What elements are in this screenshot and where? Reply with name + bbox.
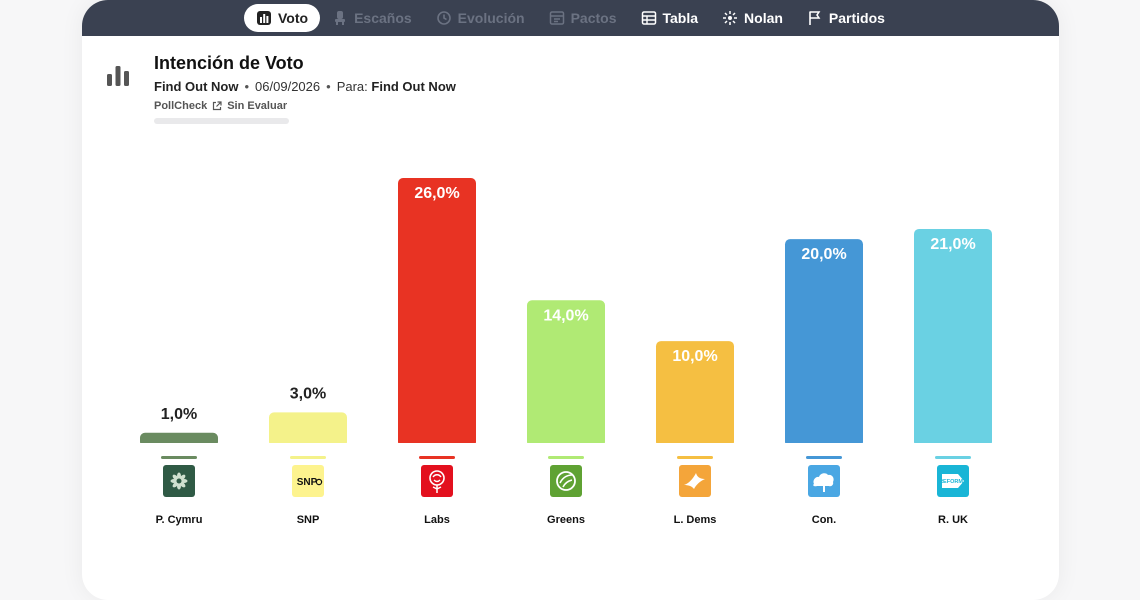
bar-value-label: 10,0%	[672, 348, 717, 365]
tab-nolan[interactable]: Nolan	[710, 4, 795, 32]
poll-date: 06/09/2026	[255, 79, 321, 94]
tab-evolucion: Evolución	[424, 4, 537, 32]
poll-meta: Find Out Now • 06/09/2026 • Para: Find Out N…	[154, 79, 456, 94]
snp-logo: SNP	[292, 465, 324, 497]
tab-label: Pactos	[570, 10, 617, 26]
tab-label: Escaños	[354, 10, 412, 26]
plaid-cymru-logo	[163, 465, 195, 497]
poll-card: Voto Escaños Evolución Pactos Tabla Nolan Part…	[82, 0, 1059, 600]
loading-skeleton	[154, 118, 289, 124]
tab-escanos: Escaños	[320, 4, 424, 32]
party-color-line	[677, 456, 713, 459]
party-name-labs[interactable]: Labs	[424, 514, 450, 526]
chair-icon	[335, 11, 346, 25]
bar-value-label: 14,0%	[543, 307, 588, 324]
party-color-line	[161, 456, 197, 459]
svg-text:SNP: SNP	[297, 477, 318, 488]
bar-snp[interactable]	[269, 412, 347, 447]
flag-icon	[809, 11, 821, 25]
bar-chart-header-icon	[107, 66, 129, 86]
nolan-icon	[723, 11, 738, 25]
bar-base-mask	[398, 443, 476, 449]
para-label: Para:	[336, 79, 368, 94]
bar-greens[interactable]	[527, 300, 605, 447]
bar-value-label: 1,0%	[161, 406, 197, 423]
tab-label: Partidos	[828, 10, 885, 26]
svg-text:REFORM: REFORM	[939, 479, 963, 485]
party-name-greens[interactable]: Greens	[547, 514, 585, 526]
bar-base-mask	[527, 443, 605, 449]
tab-voto[interactable]: Voto	[244, 4, 321, 32]
vote-intention-bar-chart: 1,0% P. Cymru 3,0% SNP SNP 26,0% Labs 14,0% Gree…	[140, 178, 992, 526]
bar-chart-icon	[257, 11, 271, 25]
tab-pactos: Pactos	[537, 4, 629, 32]
bar-value-label: 20,0%	[801, 246, 846, 263]
lib-dems-bird-logo	[679, 465, 711, 497]
bar-l-dems[interactable]	[656, 341, 734, 447]
pollcheck-row: PollCheck Sin Evaluar	[154, 100, 287, 112]
party-name-con[interactable]: Con.	[812, 514, 836, 526]
pollster-name[interactable]: Find Out Now	[154, 79, 239, 94]
party-color-line	[290, 456, 326, 459]
bar-base-mask	[785, 443, 863, 449]
labour-rose-logo	[421, 465, 453, 497]
party-color-line	[548, 456, 584, 459]
greens-logo	[550, 465, 582, 497]
party-name-snp[interactable]: SNP	[297, 514, 320, 526]
bar-value-label: 26,0%	[414, 185, 459, 202]
party-name-p-cymru[interactable]: P. Cymru	[156, 514, 203, 526]
pollcheck-link[interactable]: PollCheck	[154, 100, 208, 112]
para-value[interactable]: Find Out Now	[371, 79, 456, 94]
bar-value-label: 21,0%	[930, 236, 975, 253]
bar-base-mask	[914, 443, 992, 449]
conservative-tree-logo	[808, 465, 840, 497]
party-color-line	[419, 456, 455, 459]
pacts-icon	[549, 11, 564, 25]
bar-labs[interactable]	[398, 178, 476, 447]
history-icon	[436, 11, 451, 25]
bar-base-mask	[140, 443, 218, 449]
bar-value-label: 3,0%	[290, 385, 326, 402]
bar-base-mask	[656, 443, 734, 449]
tab-label: Evolución	[457, 10, 525, 26]
external-link-icon[interactable]	[212, 101, 222, 111]
bar-r-uk[interactable]	[914, 228, 992, 447]
tab-label: Nolan	[744, 10, 783, 26]
party-name-r-uk[interactable]: R. UK	[938, 514, 968, 526]
chart-title: Intención de Voto	[154, 53, 304, 73]
tab-tabla[interactable]: Tabla	[629, 4, 711, 32]
party-color-line	[806, 456, 842, 459]
view-tabs: Voto Escaños Evolución Pactos Tabla Nolan Part…	[82, 0, 1059, 36]
evaluation-status: Sin Evaluar	[227, 100, 288, 112]
party-color-line	[935, 456, 971, 459]
bar-con[interactable]	[785, 239, 863, 447]
tab-label: Voto	[278, 10, 309, 26]
bar-base-mask	[269, 443, 347, 449]
tab-partidos[interactable]: Partidos	[795, 4, 897, 32]
table-icon	[641, 11, 656, 25]
party-name-l-dems[interactable]: L. Dems	[674, 514, 717, 526]
tab-label: Tabla	[662, 10, 699, 26]
reform-uk-logo: REFORM	[937, 465, 969, 497]
